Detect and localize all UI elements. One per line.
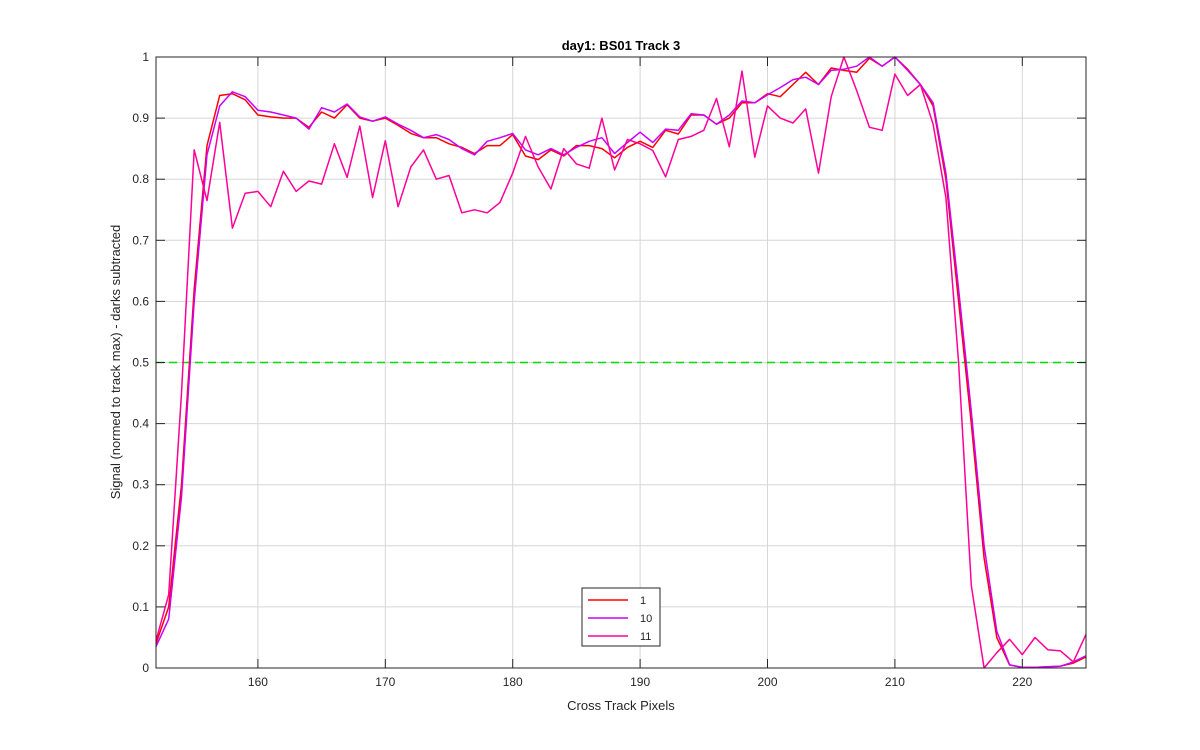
y-tick-label: 0.9 bbox=[132, 111, 149, 125]
x-tick-label: 200 bbox=[757, 675, 777, 689]
x-tick-label: 160 bbox=[248, 675, 268, 689]
y-tick-label: 0.5 bbox=[132, 356, 149, 370]
legend-label-1: 1 bbox=[640, 595, 646, 607]
x-tick-label: 220 bbox=[1012, 675, 1032, 689]
series-lines bbox=[155, 56, 1087, 669]
y-tick-label: 0.3 bbox=[132, 478, 149, 492]
x-tick-label: 210 bbox=[885, 675, 905, 689]
y-tick-label: 0.8 bbox=[132, 172, 149, 186]
x-axis-title: Cross Track Pixels bbox=[567, 698, 675, 713]
y-tick-label: 0.4 bbox=[132, 417, 149, 431]
y-tick-label: 0.7 bbox=[132, 233, 149, 247]
y-tick-label: 1 bbox=[142, 50, 149, 64]
legend-label-11: 11 bbox=[640, 631, 651, 643]
tick-marks bbox=[156, 56, 1086, 669]
y-tick-labels: 0 0.1 0.2 0.3 0.4 0.5 0.6 0.7 0.8 0.9 1 bbox=[132, 50, 149, 675]
x-tick-label: 180 bbox=[503, 675, 523, 689]
series-line-11 bbox=[155, 56, 1087, 669]
x-tick-labels: 160 170 180 190 200 210 220 bbox=[248, 675, 1033, 689]
y-tick-label: 0.1 bbox=[132, 600, 149, 614]
chart-title: day1: BS01 Track 3 bbox=[562, 38, 681, 53]
y-axis-title: Signal (normed to track max) - darks sub… bbox=[108, 225, 123, 500]
y-tick-label: 0 bbox=[142, 661, 149, 675]
legend: 1 10 11 bbox=[581, 587, 661, 647]
y-tick-label: 0.2 bbox=[132, 539, 149, 553]
x-tick-label: 170 bbox=[375, 675, 395, 689]
series-line-10 bbox=[155, 56, 1087, 669]
x-tick-label: 190 bbox=[630, 675, 650, 689]
y-tick-label: 0.6 bbox=[132, 294, 149, 308]
legend-label-10: 10 bbox=[640, 613, 652, 625]
